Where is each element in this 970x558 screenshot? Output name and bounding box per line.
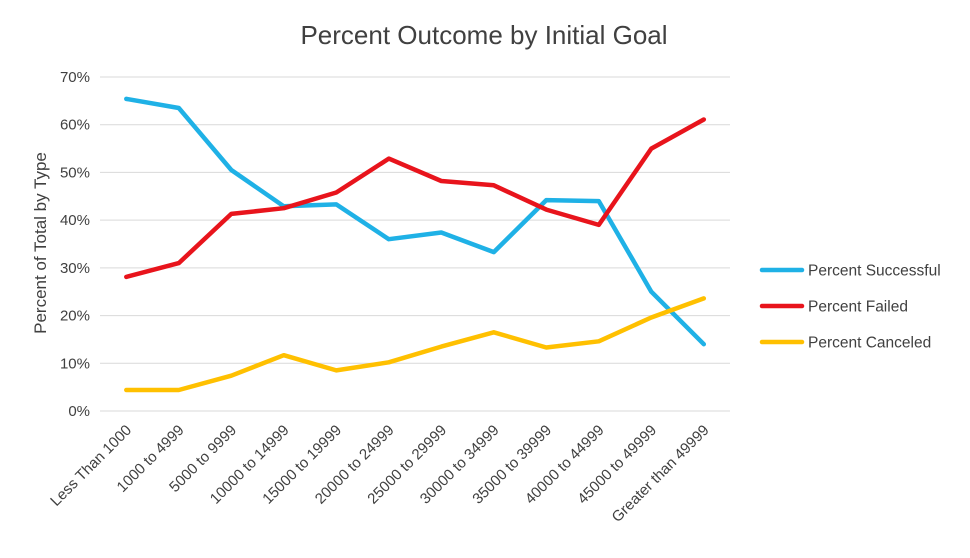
y-axis-label: Percent of Total by Type — [31, 152, 50, 334]
y-tick-label: 10% — [60, 355, 90, 372]
legend-label: Percent Failed — [808, 299, 908, 316]
y-tick-label: 60% — [60, 117, 90, 134]
chart-title: Percent Outcome by Initial Goal — [300, 20, 667, 50]
series-lines — [124, 96, 707, 393]
y-tick-label: 50% — [60, 164, 90, 181]
legend-label: Percent Canceled — [808, 335, 931, 352]
legend-label: Percent Successful — [808, 263, 941, 280]
series-line-1 — [124, 96, 707, 347]
y-tick-label: 70% — [60, 69, 90, 86]
series-line-3 — [124, 296, 707, 393]
legend: Percent Successful Percent Failed Percent … — [759, 263, 941, 352]
x-tick-label: Less Than 1000 — [47, 422, 135, 510]
y-tick-label: 40% — [60, 212, 90, 229]
gridlines — [100, 76, 730, 412]
y-tick-label: 30% — [60, 260, 90, 277]
x-tick-label: Greater than 49999 — [609, 422, 713, 526]
y-tick-label: 20% — [60, 308, 90, 325]
y-tick-label: 0% — [68, 403, 90, 420]
series-line-2 — [124, 117, 707, 280]
y-axis-ticks: 0% 10% 20% 30% 40% 50% 60% 70% — [60, 69, 90, 420]
